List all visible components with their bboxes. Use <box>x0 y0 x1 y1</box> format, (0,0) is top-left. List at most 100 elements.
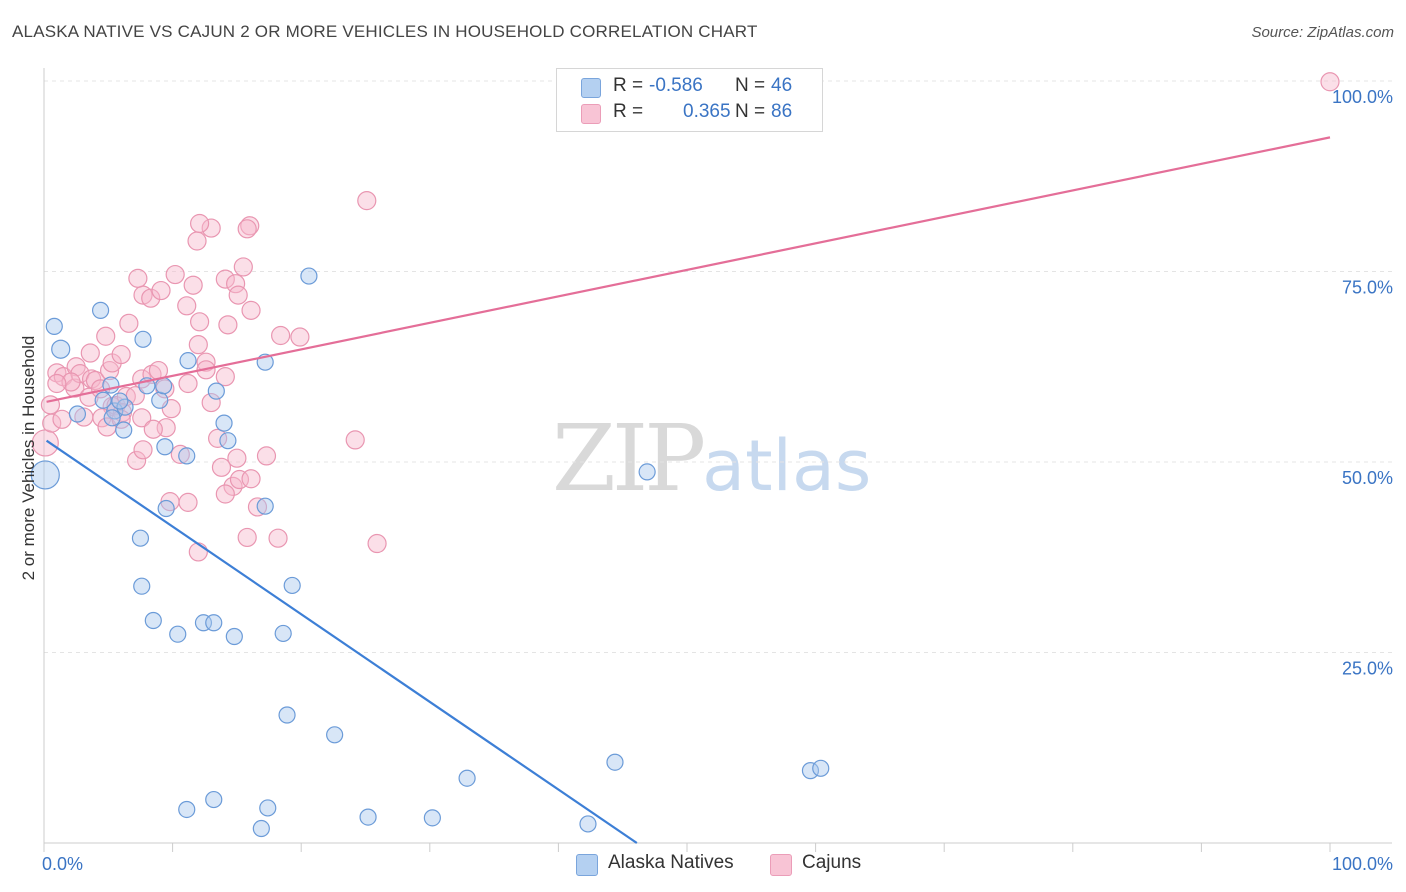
alaska-point <box>178 447 196 465</box>
cajun-point <box>188 542 208 562</box>
alaska-point <box>812 759 830 777</box>
alaska-point <box>115 421 133 439</box>
alaska-point <box>283 576 301 595</box>
cajun-point <box>196 352 216 372</box>
cajun-point <box>268 528 288 548</box>
cajun-point <box>151 280 171 301</box>
label-layer: 25.0% 50.0% 75.0% 100.0% 0.0% 100.0% 2 or more… <box>19 87 1393 874</box>
cajun-point <box>99 360 120 381</box>
legend-n-label: N = <box>735 101 766 122</box>
alaska-point <box>178 800 196 819</box>
legend-r-value: -0.586 <box>649 75 703 96</box>
alaska-point <box>274 624 292 643</box>
alaska-point <box>606 753 624 771</box>
points-layer <box>30 72 1340 838</box>
alaska-point <box>45 317 63 335</box>
cajun-point <box>357 191 377 211</box>
legend-r-label: R = <box>613 101 644 122</box>
alaska-point <box>207 382 225 400</box>
cajun-point <box>119 313 139 333</box>
y-tick-label: 75.0% <box>1342 278 1393 298</box>
legend-n-value: 86 <box>771 101 793 122</box>
cajun-point <box>52 409 72 429</box>
alaska-point <box>423 809 441 827</box>
cajun-point <box>80 343 100 363</box>
alaska-point <box>215 414 233 432</box>
cajun-point <box>170 444 190 464</box>
alaska-point <box>94 391 112 409</box>
y-tick-label: 25.0% <box>1342 659 1393 679</box>
cajun-point <box>233 257 253 277</box>
cajun-point <box>211 457 232 477</box>
cajun-point <box>111 344 131 365</box>
x-tick-label: 100.0% <box>1332 854 1393 874</box>
legend-r-value: 0.365 <box>683 101 731 122</box>
cajun-point <box>271 325 291 346</box>
cajun-trend-line <box>46 136 1331 403</box>
cajun-point <box>47 373 67 394</box>
cajun-point <box>183 275 203 295</box>
cajun-point <box>215 269 235 289</box>
alaska-point <box>134 330 152 348</box>
bottom-legend-swatch-cajun <box>770 854 792 876</box>
cajun-point <box>132 408 152 428</box>
alaska-point <box>156 438 174 456</box>
alaska-point <box>133 577 151 595</box>
cajun-point <box>367 533 387 554</box>
alaska-point <box>169 625 187 643</box>
alaska-point <box>205 614 223 632</box>
cajun-point <box>190 312 210 332</box>
cajun-point <box>227 448 247 468</box>
cajun-point <box>96 326 116 346</box>
cajun-point <box>201 392 221 413</box>
cajun-point <box>345 430 365 450</box>
cajun-point <box>208 428 228 448</box>
y-tick-label: 100.0% <box>1332 87 1393 107</box>
cajun-point <box>40 395 61 415</box>
alaska-point <box>252 819 270 838</box>
y-tick-label: 50.0% <box>1342 468 1393 488</box>
cajun-point <box>177 296 197 316</box>
cajun-point <box>178 373 198 394</box>
alaska-point <box>205 790 223 809</box>
cajun-point <box>201 218 221 238</box>
cajun-point <box>215 484 235 504</box>
alaska-point <box>326 726 344 744</box>
alaska-point <box>103 409 121 427</box>
cajun-point <box>290 327 310 347</box>
cajun-point <box>215 367 235 387</box>
cajun-point <box>190 213 210 234</box>
legend-swatch-cajun <box>581 104 601 124</box>
legend-swatch-alaska <box>581 78 601 98</box>
bottom-legend-label-alaska: Alaska Natives <box>608 852 734 873</box>
watermark-atlas: atlas <box>702 425 872 507</box>
alaska-point <box>68 405 87 423</box>
alaska-point <box>219 432 237 450</box>
cajun-point <box>133 440 153 460</box>
chart-title: ALASKA NATIVE VS CAJUN 2 OR MORE VEHICLE… <box>12 22 758 41</box>
watermark: ZIPatlas <box>552 405 871 512</box>
trend-layer <box>45 136 1331 844</box>
alaska-point <box>359 808 377 826</box>
alaska-point <box>801 762 820 780</box>
cajun-point <box>241 469 261 489</box>
alaska-point <box>51 339 71 359</box>
cajun-point <box>128 268 148 288</box>
chart-source: Source: ZipAtlas.com <box>1251 24 1394 41</box>
alaska-point <box>179 352 197 370</box>
cajun-point <box>188 335 208 355</box>
bottom-legend-swatch-alaska <box>576 854 598 876</box>
cajun-point <box>240 216 260 236</box>
alaska-point <box>151 391 169 409</box>
alaska-point <box>638 463 656 481</box>
alaska-point <box>157 499 175 518</box>
alaska-point <box>91 301 110 319</box>
alaska-point <box>131 529 150 547</box>
cajun-point <box>126 450 147 471</box>
cajun-point <box>256 446 277 466</box>
legend-r-label: R = <box>613 75 644 96</box>
alaska-point <box>30 460 60 490</box>
alaska-point <box>579 815 597 833</box>
bottom-legend-label-cajun: Cajuns <box>802 852 862 873</box>
